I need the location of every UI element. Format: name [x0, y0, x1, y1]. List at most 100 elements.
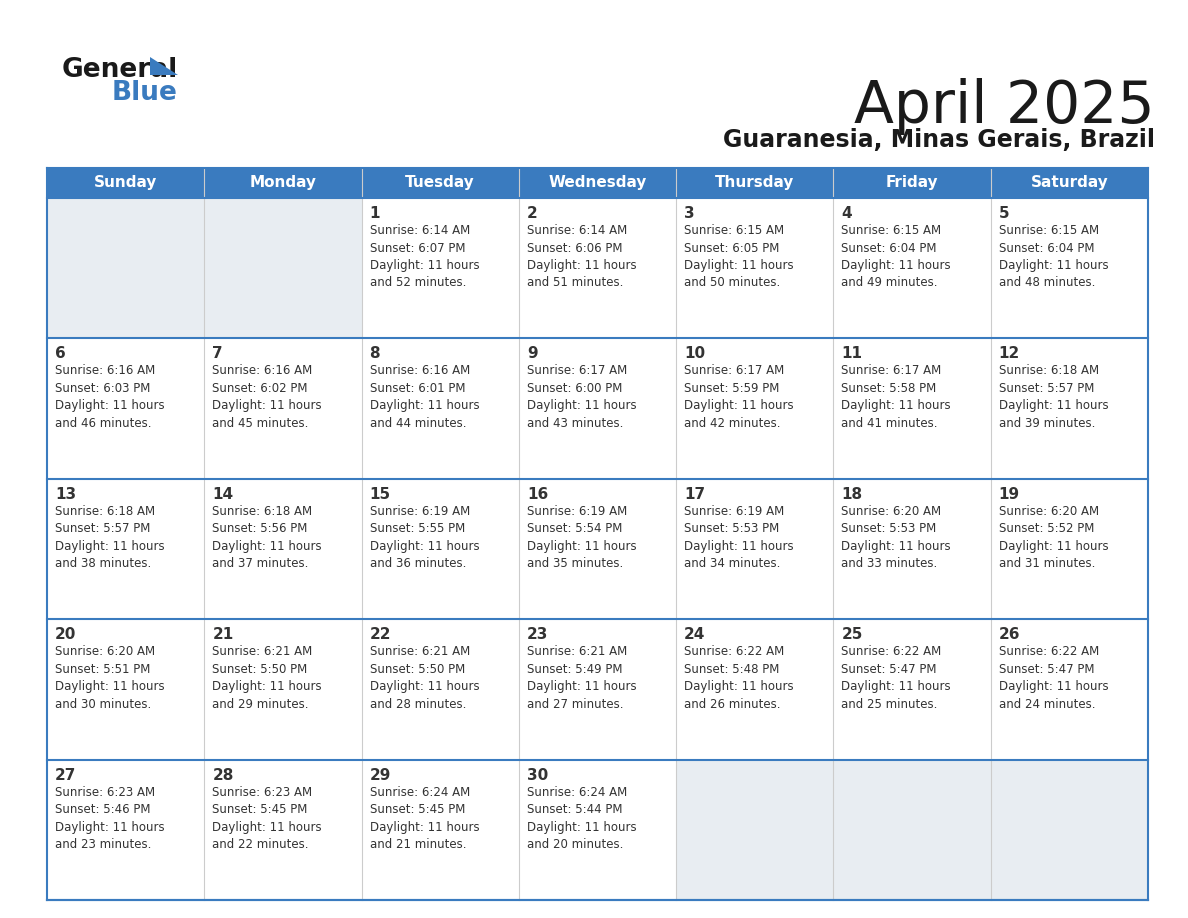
- Text: Sunrise: 6:18 AM
Sunset: 5:57 PM
Daylight: 11 hours
and 39 minutes.: Sunrise: 6:18 AM Sunset: 5:57 PM Dayligh…: [999, 364, 1108, 430]
- Text: 5: 5: [999, 206, 1010, 221]
- Bar: [519, 198, 676, 339]
- Bar: [834, 620, 991, 759]
- Text: Sunrise: 6:20 AM
Sunset: 5:52 PM
Daylight: 11 hours
and 31 minutes.: Sunrise: 6:20 AM Sunset: 5:52 PM Dayligh…: [999, 505, 1108, 570]
- Bar: [48, 759, 204, 900]
- Text: Sunrise: 6:22 AM
Sunset: 5:47 PM
Daylight: 11 hours
and 25 minutes.: Sunrise: 6:22 AM Sunset: 5:47 PM Dayligh…: [841, 645, 952, 711]
- Bar: [361, 198, 519, 339]
- Bar: [48, 339, 204, 479]
- Text: Sunrise: 6:14 AM
Sunset: 6:06 PM
Daylight: 11 hours
and 51 minutes.: Sunrise: 6:14 AM Sunset: 6:06 PM Dayligh…: [526, 224, 637, 289]
- Bar: [834, 339, 991, 479]
- Text: Sunrise: 6:21 AM
Sunset: 5:49 PM
Daylight: 11 hours
and 27 minutes.: Sunrise: 6:21 AM Sunset: 5:49 PM Dayligh…: [526, 645, 637, 711]
- Text: Sunrise: 6:16 AM
Sunset: 6:03 PM
Daylight: 11 hours
and 46 minutes.: Sunrise: 6:16 AM Sunset: 6:03 PM Dayligh…: [55, 364, 165, 430]
- Text: Friday: Friday: [886, 175, 939, 191]
- Text: 29: 29: [369, 767, 391, 783]
- Text: Guaranesia, Minas Gerais, Brazil: Guaranesia, Minas Gerais, Brazil: [723, 128, 1155, 152]
- Text: Sunrise: 6:20 AM
Sunset: 5:51 PM
Daylight: 11 hours
and 30 minutes.: Sunrise: 6:20 AM Sunset: 5:51 PM Dayligh…: [55, 645, 165, 711]
- Bar: [204, 759, 361, 900]
- Text: Sunrise: 6:14 AM
Sunset: 6:07 PM
Daylight: 11 hours
and 52 minutes.: Sunrise: 6:14 AM Sunset: 6:07 PM Dayligh…: [369, 224, 479, 289]
- Text: 17: 17: [684, 487, 706, 502]
- Bar: [361, 620, 519, 759]
- Text: Sunrise: 6:20 AM
Sunset: 5:53 PM
Daylight: 11 hours
and 33 minutes.: Sunrise: 6:20 AM Sunset: 5:53 PM Dayligh…: [841, 505, 952, 570]
- Text: Sunrise: 6:17 AM
Sunset: 5:58 PM
Daylight: 11 hours
and 41 minutes.: Sunrise: 6:17 AM Sunset: 5:58 PM Dayligh…: [841, 364, 952, 430]
- Text: Sunrise: 6:24 AM
Sunset: 5:45 PM
Daylight: 11 hours
and 21 minutes.: Sunrise: 6:24 AM Sunset: 5:45 PM Dayligh…: [369, 786, 479, 851]
- Text: 16: 16: [526, 487, 548, 502]
- Text: Sunrise: 6:22 AM
Sunset: 5:47 PM
Daylight: 11 hours
and 24 minutes.: Sunrise: 6:22 AM Sunset: 5:47 PM Dayligh…: [999, 645, 1108, 711]
- Bar: [676, 168, 834, 198]
- Text: Sunrise: 6:19 AM
Sunset: 5:55 PM
Daylight: 11 hours
and 36 minutes.: Sunrise: 6:19 AM Sunset: 5:55 PM Dayligh…: [369, 505, 479, 570]
- Text: Thursday: Thursday: [715, 175, 795, 191]
- Text: Sunrise: 6:24 AM
Sunset: 5:44 PM
Daylight: 11 hours
and 20 minutes.: Sunrise: 6:24 AM Sunset: 5:44 PM Dayligh…: [526, 786, 637, 851]
- Bar: [991, 759, 1148, 900]
- Text: 25: 25: [841, 627, 862, 643]
- Text: 22: 22: [369, 627, 391, 643]
- Text: Tuesday: Tuesday: [405, 175, 475, 191]
- Text: General: General: [62, 57, 178, 83]
- Text: 18: 18: [841, 487, 862, 502]
- Bar: [519, 479, 676, 620]
- Text: 2: 2: [526, 206, 538, 221]
- Bar: [204, 339, 361, 479]
- Bar: [676, 198, 834, 339]
- Bar: [834, 479, 991, 620]
- Text: 6: 6: [55, 346, 65, 362]
- Text: Monday: Monday: [249, 175, 316, 191]
- Polygon shape: [150, 57, 178, 75]
- Text: 30: 30: [526, 767, 548, 783]
- Text: 12: 12: [999, 346, 1020, 362]
- Text: 11: 11: [841, 346, 862, 362]
- Text: Sunrise: 6:17 AM
Sunset: 5:59 PM
Daylight: 11 hours
and 42 minutes.: Sunrise: 6:17 AM Sunset: 5:59 PM Dayligh…: [684, 364, 794, 430]
- Text: Sunrise: 6:15 AM
Sunset: 6:04 PM
Daylight: 11 hours
and 48 minutes.: Sunrise: 6:15 AM Sunset: 6:04 PM Dayligh…: [999, 224, 1108, 289]
- Text: Sunrise: 6:15 AM
Sunset: 6:05 PM
Daylight: 11 hours
and 50 minutes.: Sunrise: 6:15 AM Sunset: 6:05 PM Dayligh…: [684, 224, 794, 289]
- Text: Saturday: Saturday: [1030, 175, 1108, 191]
- Bar: [676, 339, 834, 479]
- Text: 21: 21: [213, 627, 234, 643]
- Bar: [361, 168, 519, 198]
- Text: 3: 3: [684, 206, 695, 221]
- Text: Sunrise: 6:22 AM
Sunset: 5:48 PM
Daylight: 11 hours
and 26 minutes.: Sunrise: 6:22 AM Sunset: 5:48 PM Dayligh…: [684, 645, 794, 711]
- Bar: [834, 198, 991, 339]
- Text: April 2025: April 2025: [854, 78, 1155, 135]
- Text: Sunrise: 6:19 AM
Sunset: 5:54 PM
Daylight: 11 hours
and 35 minutes.: Sunrise: 6:19 AM Sunset: 5:54 PM Dayligh…: [526, 505, 637, 570]
- Text: 27: 27: [55, 767, 76, 783]
- Text: 26: 26: [999, 627, 1020, 643]
- Bar: [834, 168, 991, 198]
- Text: Sunrise: 6:21 AM
Sunset: 5:50 PM
Daylight: 11 hours
and 28 minutes.: Sunrise: 6:21 AM Sunset: 5:50 PM Dayligh…: [369, 645, 479, 711]
- Text: Sunrise: 6:23 AM
Sunset: 5:46 PM
Daylight: 11 hours
and 23 minutes.: Sunrise: 6:23 AM Sunset: 5:46 PM Dayligh…: [55, 786, 165, 851]
- Bar: [48, 620, 204, 759]
- Bar: [204, 198, 361, 339]
- Bar: [519, 759, 676, 900]
- Text: 13: 13: [55, 487, 76, 502]
- Bar: [834, 759, 991, 900]
- Bar: [204, 168, 361, 198]
- Text: 7: 7: [213, 346, 223, 362]
- Text: 4: 4: [841, 206, 852, 221]
- Text: Sunrise: 6:15 AM
Sunset: 6:04 PM
Daylight: 11 hours
and 49 minutes.: Sunrise: 6:15 AM Sunset: 6:04 PM Dayligh…: [841, 224, 952, 289]
- Bar: [991, 620, 1148, 759]
- Bar: [48, 198, 204, 339]
- Text: Wednesday: Wednesday: [549, 175, 646, 191]
- Bar: [519, 620, 676, 759]
- Text: 23: 23: [526, 627, 548, 643]
- Text: Sunrise: 6:18 AM
Sunset: 5:57 PM
Daylight: 11 hours
and 38 minutes.: Sunrise: 6:18 AM Sunset: 5:57 PM Dayligh…: [55, 505, 165, 570]
- Bar: [676, 759, 834, 900]
- Bar: [676, 620, 834, 759]
- Bar: [991, 479, 1148, 620]
- Text: 28: 28: [213, 767, 234, 783]
- Bar: [676, 479, 834, 620]
- Bar: [204, 479, 361, 620]
- Bar: [519, 339, 676, 479]
- Bar: [48, 168, 204, 198]
- Bar: [991, 198, 1148, 339]
- Text: Sunrise: 6:17 AM
Sunset: 6:00 PM
Daylight: 11 hours
and 43 minutes.: Sunrise: 6:17 AM Sunset: 6:00 PM Dayligh…: [526, 364, 637, 430]
- Text: Sunrise: 6:18 AM
Sunset: 5:56 PM
Daylight: 11 hours
and 37 minutes.: Sunrise: 6:18 AM Sunset: 5:56 PM Dayligh…: [213, 505, 322, 570]
- Bar: [48, 479, 204, 620]
- Text: 15: 15: [369, 487, 391, 502]
- Text: 20: 20: [55, 627, 76, 643]
- Bar: [991, 168, 1148, 198]
- Text: Sunrise: 6:21 AM
Sunset: 5:50 PM
Daylight: 11 hours
and 29 minutes.: Sunrise: 6:21 AM Sunset: 5:50 PM Dayligh…: [213, 645, 322, 711]
- Text: Sunrise: 6:19 AM
Sunset: 5:53 PM
Daylight: 11 hours
and 34 minutes.: Sunrise: 6:19 AM Sunset: 5:53 PM Dayligh…: [684, 505, 794, 570]
- Text: Sunrise: 6:23 AM
Sunset: 5:45 PM
Daylight: 11 hours
and 22 minutes.: Sunrise: 6:23 AM Sunset: 5:45 PM Dayligh…: [213, 786, 322, 851]
- Text: 9: 9: [526, 346, 537, 362]
- Text: Sunrise: 6:16 AM
Sunset: 6:02 PM
Daylight: 11 hours
and 45 minutes.: Sunrise: 6:16 AM Sunset: 6:02 PM Dayligh…: [213, 364, 322, 430]
- Text: Sunday: Sunday: [94, 175, 157, 191]
